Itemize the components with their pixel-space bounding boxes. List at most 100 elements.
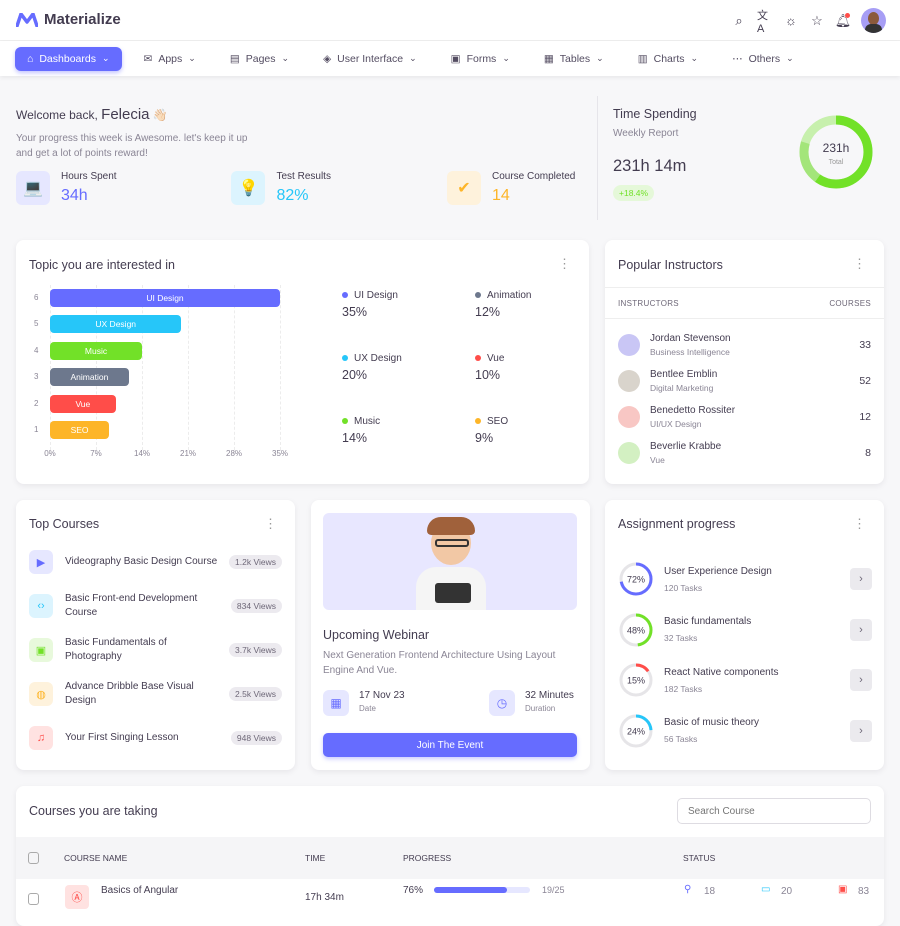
top-bar: Materialize ⌕ 文A ☼ ☆ 🔔︎ — [0, 0, 900, 41]
search-course-input[interactable] — [677, 798, 871, 824]
stat-course-completed: ✔ Course Completed 14 — [446, 171, 586, 205]
x-tick: 21% — [180, 449, 197, 458]
assignment-title: Assignment progress — [618, 517, 736, 531]
status-videos: 83 — [858, 886, 870, 897]
instructor-row[interactable]: Jordan Stevenson Business Intelligence 33 — [618, 333, 871, 357]
stat-value: 82% — [276, 187, 309, 204]
instructor-name: Beverlie Krabbe — [650, 441, 722, 452]
grid-line — [280, 285, 281, 450]
legend-label: UX Design — [354, 353, 402, 364]
instructor-row[interactable]: Beverlie Krabbe Vue 8 — [618, 441, 871, 465]
views-badge: 1.2k Views — [229, 555, 282, 569]
assignment-item: 72% User Experience Design 120 Tasks › — [618, 560, 872, 598]
video-icon: ▶ — [29, 550, 53, 574]
chevron-down-icon: ⌄ — [502, 53, 510, 63]
nav-user-interface[interactable]: ◈ User Interface ⌄ — [311, 47, 429, 71]
legend-label: Animation — [487, 290, 532, 301]
more-vert-icon[interactable]: ⋮ — [853, 516, 866, 531]
bar-ui-design: UI Design — [50, 289, 280, 307]
nav-pages[interactable]: ▤ Pages ⌄ — [218, 47, 301, 71]
course-item[interactable]: ‹› Basic Front-end Development Course 834 … — [29, 591, 282, 621]
instructor-row[interactable]: Bentlee Emblin Digital Marketing 52 — [618, 369, 871, 393]
join-event-button[interactable]: Join The Event — [323, 733, 577, 757]
code-icon: ‹› — [29, 594, 53, 618]
mail-icon: ✉ — [143, 52, 153, 65]
top-courses-title: Top Courses — [29, 517, 100, 531]
search-icon[interactable]: ⌕ — [735, 12, 743, 28]
chevron-right-button[interactable]: › — [850, 719, 872, 742]
table-row[interactable]: Ⓐ Basics of Angular 17h 34m 76% 19/25 ⚲ 1… — [16, 879, 884, 919]
instructor-courses: 33 — [859, 339, 871, 351]
chevron-right-button[interactable]: › — [850, 568, 872, 590]
assignment-item: 15% React Native components 182 Tasks › — [618, 661, 872, 699]
y-tick: 4 — [34, 345, 39, 355]
instructor-row[interactable]: Benedetto Rossiter UI/UX Design 12 — [618, 405, 871, 429]
chevron-down-icon: ⌄ — [101, 53, 110, 63]
course-title: Videography Basic Design Course — [65, 556, 218, 567]
file-icon: ▤ — [229, 52, 240, 65]
more-vert-icon[interactable]: ⋮ — [558, 256, 571, 271]
welcome-name: Felecia — [101, 106, 150, 123]
welcome-greeting: Welcome back, — [16, 108, 98, 122]
more-vert-icon[interactable]: ⋮ — [853, 256, 866, 271]
sun-icon[interactable]: ☼ — [785, 13, 797, 28]
nav-label: User Interface — [337, 52, 404, 65]
bar-label: UX Design — [95, 319, 137, 330]
instructor-courses: 12 — [859, 411, 871, 423]
home-icon: ⌂ — [27, 52, 34, 65]
course-item[interactable]: ◍ Advance Dribble Base Visual Design 2.5k … — [29, 679, 282, 709]
webinar-illustration — [323, 513, 577, 610]
status-lessons: 20 — [781, 886, 793, 897]
legend-item: UX Design 20% — [342, 353, 402, 382]
divider — [597, 96, 598, 220]
legend-value: 12% — [475, 305, 501, 319]
select-all-checkbox[interactable] — [28, 852, 39, 864]
progress-ring: 24% — [619, 714, 653, 747]
chart-icon: ▥ — [637, 52, 648, 65]
course-item[interactable]: ♫ Your First Singing Lesson 948 Views — [29, 723, 282, 753]
chevron-right-button[interactable]: › — [850, 669, 872, 691]
course-time: 17h 34m — [305, 892, 344, 903]
course-item[interactable]: ▣ Basic Fundamentals of Photography 3.7k V… — [29, 635, 282, 665]
instructor-role: UI/UX Design — [650, 419, 702, 429]
chevron-down-icon: ⌄ — [596, 53, 604, 63]
grid-line — [188, 285, 189, 450]
bell-icon[interactable]: 🔔︎ — [834, 12, 852, 28]
instructor-role: Business Intelligence — [650, 347, 730, 357]
course-item[interactable]: ▶ Videography Basic Design Course 1.2k Vie… — [29, 547, 282, 577]
views-badge: 834 Views — [230, 599, 282, 613]
chevron-right-button[interactable]: › — [850, 618, 872, 641]
chevron-down-icon: ⌄ — [786, 53, 794, 63]
nav-tables[interactable]: ▦ Tables ⌄ — [532, 47, 616, 71]
duration-label: Duration — [525, 704, 556, 713]
nav-label: Apps — [158, 52, 183, 65]
progress-ring: 48% — [619, 613, 653, 646]
nav-apps[interactable]: ✉ Apps ⌄ — [132, 47, 208, 71]
user-avatar[interactable] — [861, 8, 886, 33]
nav-dashboards[interactable]: ⌂ Dashboards ⌄ — [15, 46, 122, 71]
chevron-down-icon: ⌄ — [281, 53, 290, 63]
x-tick: 28% — [226, 449, 243, 458]
nav-forms[interactable]: ▣ Forms ⌄ — [439, 47, 522, 71]
bar-label: SEO — [70, 425, 89, 435]
image-icon: ▣ — [29, 638, 53, 662]
nav-others[interactable]: ⋯ Others ⌄ — [720, 47, 806, 71]
instructor-name: Bentlee Emblin — [650, 369, 718, 380]
legend-label: UI Design — [354, 290, 398, 301]
assignment-tasks: 182 Tasks — [664, 683, 703, 694]
translate-icon[interactable]: 文A — [757, 9, 768, 35]
courses-table-title: Courses you are taking — [29, 804, 158, 818]
col-courses: COURSES — [829, 299, 871, 308]
logo[interactable]: Materialize — [16, 11, 121, 28]
assignment-card: Assignment progress ⋮ 72% User Experience… — [605, 500, 884, 770]
nav-charts[interactable]: ▥ Charts ⌄ — [626, 47, 710, 71]
calendar-icon: ▦ — [323, 690, 349, 716]
star-icon[interactable]: ☆ — [811, 12, 823, 28]
stat-label: Course Completed — [491, 171, 576, 182]
row-checkbox[interactable] — [28, 893, 39, 905]
more-vert-icon[interactable]: ⋮ — [264, 516, 277, 531]
topics-chart: 0% 7% 14% 21% 28% 35% 6 UI Design 5 UX Design 4 Mus… — [16, 240, 316, 484]
main-nav: ⌂ Dashboards ⌄ ✉ Apps ⌄ ▤ Pages ⌄ ◈ User Interface… — [0, 41, 900, 76]
course-name[interactable]: Basics of Angular — [101, 885, 179, 896]
y-tick: 1 — [34, 425, 39, 434]
